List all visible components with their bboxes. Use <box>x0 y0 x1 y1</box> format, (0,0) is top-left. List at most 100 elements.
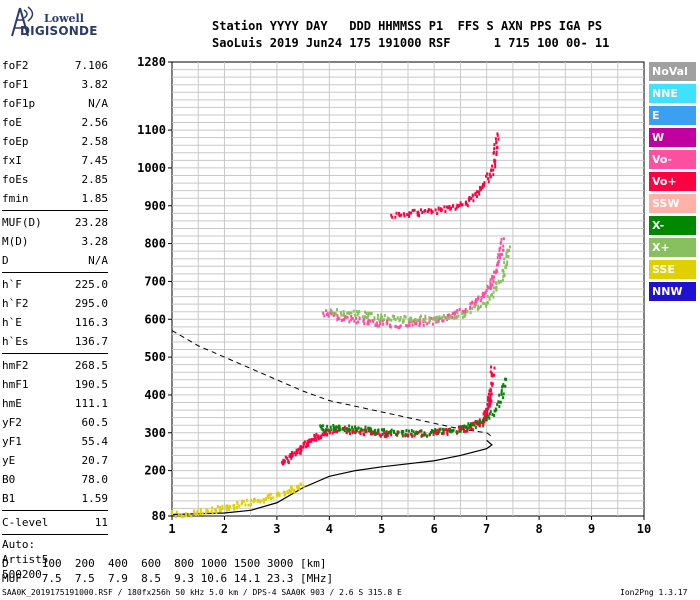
echo-point <box>334 312 337 316</box>
echo-point <box>363 322 366 326</box>
echo-point <box>476 307 479 311</box>
param-label: D <box>2 254 9 267</box>
echo-point <box>475 303 478 307</box>
echo-point <box>267 496 270 500</box>
echo-point <box>437 207 440 211</box>
param-value: 116.3 <box>74 316 108 329</box>
param-value: 78.0 <box>81 473 109 486</box>
echo-point <box>440 208 443 212</box>
echo-point <box>296 451 299 455</box>
echo-point <box>348 320 351 324</box>
echo-point <box>174 515 177 519</box>
echo-point <box>474 305 477 309</box>
echo-point <box>505 377 508 381</box>
echo-point <box>363 433 366 437</box>
echo-point <box>493 143 496 147</box>
echo-point <box>386 319 389 323</box>
echo-point <box>199 512 202 516</box>
echo-point <box>485 413 488 417</box>
echo-point <box>341 318 344 322</box>
echo-point <box>483 410 486 414</box>
echo-point <box>380 428 383 432</box>
echo-point <box>485 410 488 414</box>
echo-point <box>506 263 509 267</box>
echo-point <box>344 315 347 319</box>
echo-point <box>396 433 399 437</box>
echo-point <box>487 392 490 396</box>
echo-point <box>400 429 403 433</box>
echo-point <box>468 195 471 199</box>
echo-point <box>221 507 224 511</box>
echo-point <box>395 211 398 215</box>
echo-point <box>496 145 499 149</box>
echo-point <box>305 445 308 449</box>
echo-point <box>379 434 382 438</box>
echo-point <box>363 315 366 319</box>
echo-point <box>406 324 409 328</box>
param-label: fmin <box>2 192 29 205</box>
echo-point <box>290 489 293 493</box>
echo-point <box>492 295 495 299</box>
legend-item: SSE <box>649 260 696 279</box>
echo-point <box>487 177 490 181</box>
echo-point <box>417 318 420 322</box>
y-tick-label: 700 <box>144 274 166 288</box>
echo-point <box>369 432 372 436</box>
echo-point <box>414 318 417 322</box>
x-tick-label: 9 <box>588 522 595 536</box>
echo-point <box>328 429 331 433</box>
echo-point <box>449 429 452 433</box>
echo-point <box>337 426 340 430</box>
echo-point <box>303 440 306 444</box>
echo-point <box>469 422 472 426</box>
echo-point <box>486 172 489 176</box>
echo-point <box>453 316 456 320</box>
echo-point <box>307 444 310 448</box>
echo-point <box>282 490 285 494</box>
param-label: B0 <box>2 473 16 486</box>
echo-point <box>325 309 328 313</box>
echo-point <box>461 311 464 315</box>
param-label: h`E <box>2 316 22 329</box>
legend-item: X- <box>649 216 696 235</box>
echo-point <box>475 422 478 426</box>
echo-point <box>502 274 505 278</box>
echo-point <box>196 512 199 516</box>
echo-point <box>210 509 213 513</box>
echo-point <box>429 430 432 434</box>
echo-point <box>319 424 322 428</box>
echo-point <box>420 208 423 212</box>
param-value: 268.5 <box>74 359 108 372</box>
echo-point <box>393 317 396 321</box>
echo-point <box>477 296 480 300</box>
echo-point <box>480 187 483 191</box>
echo-point <box>395 432 398 436</box>
echo-point <box>477 423 480 427</box>
echo-point <box>313 438 316 442</box>
echo-point <box>508 245 511 249</box>
echo-point <box>340 318 343 322</box>
echo-point <box>302 484 305 488</box>
echo-point <box>315 432 318 436</box>
echo-point <box>346 311 349 315</box>
y-tick-label: 80 <box>152 509 166 523</box>
param-row: hmE 111.1 <box>2 394 108 413</box>
echo-point <box>433 317 436 321</box>
echo-point <box>368 312 371 316</box>
file-info-footer: SAA0K_2019175191000.RSF / 180fx256h 50 k… <box>2 588 402 597</box>
echo-point <box>505 252 508 256</box>
echo-point <box>320 426 323 430</box>
echo-point <box>482 419 485 423</box>
echo-point <box>497 137 500 141</box>
echo-point <box>393 315 396 319</box>
echo-point <box>452 428 455 432</box>
echo-point <box>424 314 427 318</box>
echo-point <box>270 496 273 500</box>
x-tick-label: 5 <box>378 522 385 536</box>
echo-point <box>500 237 503 241</box>
echo-point <box>384 432 387 436</box>
legend-item: SSW <box>649 194 696 213</box>
echo-point <box>473 302 476 306</box>
legend-item: X+ <box>649 238 696 257</box>
echo-point <box>478 421 481 425</box>
